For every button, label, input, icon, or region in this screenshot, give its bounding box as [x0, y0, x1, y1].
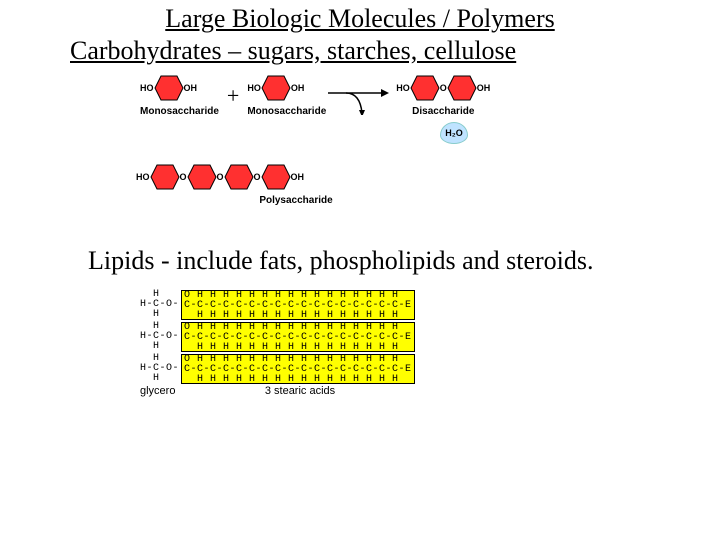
- caption-mono: Monosaccharide: [247, 106, 326, 117]
- polysaccharide: HO O O O OH Polysaccharide: [136, 163, 720, 206]
- carb-row-reactants: HO OH Monosaccharide + HO OH Monosacchar…: [140, 74, 720, 117]
- label-oh: OH: [291, 83, 305, 93]
- lipid-row: H H-C-O- HO H H H H H H H H H H H H H H …: [140, 322, 720, 352]
- plus-sign: +: [227, 83, 239, 109]
- caption-poly: Polysaccharide: [136, 195, 456, 206]
- glycerol-carbon: H H-C-O- H: [140, 322, 179, 352]
- label-o: O: [217, 172, 224, 182]
- caption-di: Disaccharide: [396, 106, 490, 117]
- carb-diagram: HO OH Monosaccharide + HO OH Monosacchar…: [140, 74, 720, 206]
- label-ho: HO: [136, 172, 150, 182]
- label-oh: OH: [184, 83, 198, 93]
- label-oh: OH: [291, 172, 305, 182]
- label-ho: HO: [247, 83, 261, 93]
- caption-mono: Monosaccharide: [140, 106, 219, 117]
- hexagon-icon: [410, 74, 440, 102]
- fatty-acid-chain: O H H H H H H H H H H H H H H H H C-C-C-…: [181, 354, 415, 384]
- label-ho: HO: [140, 83, 154, 93]
- label-o: O: [254, 172, 261, 182]
- label-o: O: [440, 83, 447, 93]
- water-droplet: H₂O: [440, 122, 468, 144]
- monosaccharide-2: HO OH Monosaccharide: [247, 74, 326, 117]
- glycerol-carbon: H H-C-O- H: [140, 354, 179, 384]
- lipid-caption: glycero3 stearic acids: [140, 386, 720, 397]
- page-title: Large Biologic Molecules / Polymers: [0, 4, 720, 34]
- monosaccharide-1: HO OH Monosaccharide: [140, 74, 219, 117]
- label-ho: HO: [396, 83, 410, 93]
- hexagon-icon: [154, 74, 184, 102]
- lipid-heading: Lipids - include fats, phospholipids and…: [88, 246, 720, 276]
- fatty-acid-chain: O H H H H H H H H H H H H H H H H C-C-C-…: [181, 322, 415, 352]
- label-o: O: [180, 172, 187, 182]
- lipid-diagram: H H-C-O- HO H H H H H H H H H H H H H H …: [140, 290, 720, 397]
- hexagon-icon: [150, 163, 180, 191]
- lipid-row: H H-C-O- HO H H H H H H H H H H H H H H …: [140, 290, 720, 320]
- hexagon-icon: [261, 163, 291, 191]
- reaction-arrow: [326, 81, 396, 111]
- hexagon-icon: [447, 74, 477, 102]
- lipid-row: H H-C-O- HO H H H H H H H H H H H H H H …: [140, 354, 720, 384]
- label-oh: OH: [477, 83, 491, 93]
- fatty-acid-chain: O H H H H H H H H H H H H H H H H C-C-C-…: [181, 290, 415, 320]
- hexagon-icon: [261, 74, 291, 102]
- carb-heading: Carbohydrates – sugars, starches, cellul…: [70, 36, 720, 66]
- hexagon-icon: [187, 163, 217, 191]
- disaccharide: HO O OH Disaccharide: [396, 74, 490, 117]
- hexagon-icon: [224, 163, 254, 191]
- glycerol-carbon: H H-C-O- H: [140, 290, 179, 320]
